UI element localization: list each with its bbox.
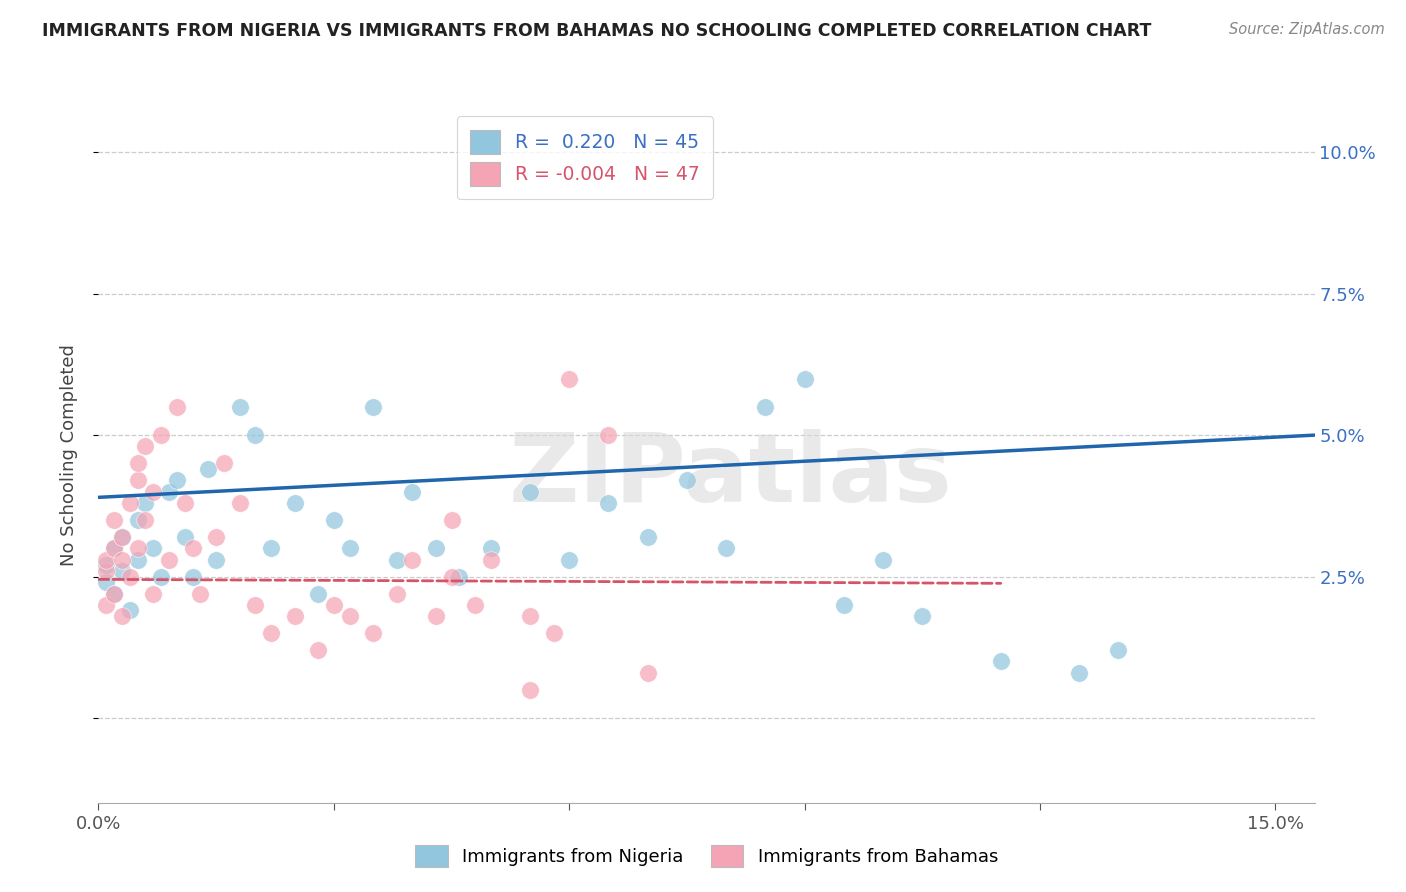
Point: [714, 541, 737, 556]
Point: [676, 474, 699, 488]
Point: [96, 575, 118, 590]
Point: [127, 457, 149, 471]
Point: [245, 598, 267, 612]
Point: [142, 484, 165, 499]
Point: [990, 654, 1012, 668]
Point: [449, 569, 471, 583]
Point: [1069, 665, 1091, 680]
Point: [103, 586, 125, 600]
Point: [197, 462, 219, 476]
Point: [385, 552, 408, 566]
Point: [228, 400, 250, 414]
Point: [543, 626, 565, 640]
Point: [96, 552, 118, 566]
Point: [598, 428, 620, 442]
Point: [118, 569, 141, 583]
Point: [425, 609, 447, 624]
Point: [385, 586, 408, 600]
Point: [111, 552, 134, 566]
Point: [142, 541, 165, 556]
Point: [260, 541, 283, 556]
Point: [127, 552, 149, 566]
Point: [166, 474, 188, 488]
Point: [322, 513, 344, 527]
Point: [127, 541, 149, 556]
Point: [339, 541, 361, 556]
Point: [425, 541, 447, 556]
Point: [260, 626, 283, 640]
Point: [464, 598, 486, 612]
Point: [150, 569, 173, 583]
Point: [134, 496, 156, 510]
Point: [150, 428, 173, 442]
Legend: Immigrants from Nigeria, Immigrants from Bahamas: Immigrants from Nigeria, Immigrants from…: [408, 838, 1005, 874]
Point: [111, 530, 134, 544]
Point: [111, 609, 134, 624]
Point: [127, 474, 149, 488]
Point: [1107, 643, 1129, 657]
Point: [111, 530, 134, 544]
Point: [401, 552, 423, 566]
Point: [205, 552, 228, 566]
Point: [637, 530, 659, 544]
Point: [401, 484, 423, 499]
Point: [519, 682, 541, 697]
Point: [181, 541, 204, 556]
Point: [558, 371, 581, 385]
Text: Source: ZipAtlas.com: Source: ZipAtlas.com: [1229, 22, 1385, 37]
Point: [245, 428, 267, 442]
Point: [142, 586, 165, 600]
Point: [111, 564, 134, 578]
Point: [911, 609, 934, 624]
Point: [134, 513, 156, 527]
Point: [872, 552, 894, 566]
Point: [157, 484, 180, 499]
Point: [832, 598, 855, 612]
Text: IMMIGRANTS FROM NIGERIA VS IMMIGRANTS FROM BAHAMAS NO SCHOOLING COMPLETED CORREL: IMMIGRANTS FROM NIGERIA VS IMMIGRANTS FR…: [42, 22, 1152, 40]
Point: [361, 400, 384, 414]
Y-axis label: No Schooling Completed: No Schooling Completed: [59, 344, 77, 566]
Text: ZIPatlas: ZIPatlas: [509, 429, 953, 523]
Point: [118, 496, 141, 510]
Point: [166, 400, 188, 414]
Point: [793, 371, 815, 385]
Point: [103, 541, 125, 556]
Point: [173, 530, 195, 544]
Point: [228, 496, 250, 510]
Point: [754, 400, 776, 414]
Point: [322, 598, 344, 612]
Point: [96, 564, 118, 578]
Point: [118, 603, 141, 617]
Point: [205, 530, 228, 544]
Point: [134, 439, 156, 453]
Point: [598, 496, 620, 510]
Point: [440, 513, 463, 527]
Point: [361, 626, 384, 640]
Point: [440, 569, 463, 583]
Point: [339, 609, 361, 624]
Point: [127, 513, 149, 527]
Point: [479, 541, 502, 556]
Point: [307, 643, 329, 657]
Point: [479, 552, 502, 566]
Point: [181, 569, 204, 583]
Point: [284, 609, 307, 624]
Point: [212, 457, 235, 471]
Point: [103, 541, 125, 556]
Point: [284, 496, 307, 510]
Point: [519, 484, 541, 499]
Point: [103, 513, 125, 527]
Point: [190, 586, 212, 600]
Point: [96, 598, 118, 612]
Point: [103, 586, 125, 600]
Point: [173, 496, 195, 510]
Point: [96, 558, 118, 573]
Point: [558, 552, 581, 566]
Point: [637, 665, 659, 680]
Point: [157, 552, 180, 566]
Point: [519, 609, 541, 624]
Point: [307, 586, 329, 600]
